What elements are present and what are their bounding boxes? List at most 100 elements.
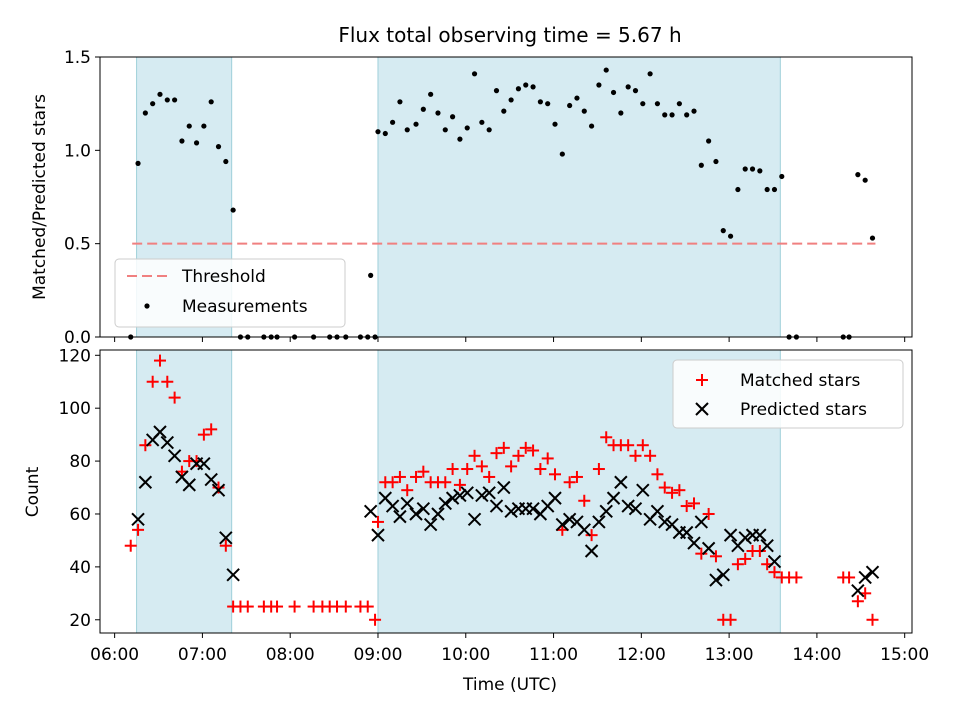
- matched-star-point: [490, 447, 503, 460]
- measurement-point: [727, 233, 734, 239]
- measurement-point: [698, 162, 704, 168]
- predicted-star-point: [467, 512, 482, 526]
- y-tick-label: 0.5: [64, 235, 91, 255]
- measurement-point: [208, 99, 214, 105]
- measurement-point: [603, 67, 609, 73]
- matched-legend-swatch: [696, 374, 708, 386]
- predicted-star-point: [475, 488, 489, 503]
- measurement-point: [223, 158, 229, 165]
- predicted-star-point: [767, 554, 782, 569]
- measurement-point: [530, 84, 536, 90]
- measurements-legend-label: Measurements: [182, 297, 308, 317]
- matched-star-point: [680, 500, 693, 513]
- predicted-star-point: [167, 449, 182, 463]
- predicted-star-point: [482, 486, 496, 500]
- matched-legend-label: Matched stars: [740, 371, 860, 391]
- matched-star-point: [410, 470, 423, 483]
- measurement-point: [515, 86, 522, 92]
- matched-star-point: [600, 431, 613, 444]
- measurement-point: [596, 82, 602, 88]
- matched-star-point: [585, 529, 598, 542]
- predicted-star-point: [153, 425, 167, 439]
- predicted-star-point: [592, 515, 606, 529]
- predicted-legend-label: Predicted stars: [740, 400, 867, 420]
- predicted-star-point: [182, 478, 196, 492]
- measurement-point: [397, 99, 403, 105]
- measurement-point: [735, 186, 741, 193]
- predicted-star-point: [548, 491, 562, 505]
- measurement-point: [230, 207, 236, 213]
- predicted-star-point: [400, 496, 414, 511]
- matched-star-point: [629, 449, 642, 462]
- predicted-star-point: [226, 568, 240, 582]
- predicted-star-point: [416, 501, 431, 516]
- matched-star-point: [417, 465, 430, 478]
- x-tick-label: 09:00: [353, 645, 402, 665]
- matched-star-point: [361, 600, 374, 613]
- predicted-star-point: [555, 517, 570, 532]
- measurement-point: [428, 91, 434, 97]
- matched-star-point: [651, 468, 664, 481]
- top-y-ticks: 0.0 0.5 1.0 1.5: [64, 48, 100, 348]
- matched-star-point: [497, 441, 510, 454]
- predicted-star-point: [851, 583, 865, 598]
- measurement-point: [862, 177, 868, 183]
- measurement-point: [545, 101, 551, 107]
- measurement-point: [749, 166, 756, 172]
- matched-star-point: [205, 423, 218, 436]
- matched-star-point: [724, 613, 737, 626]
- matched-star-point: [271, 600, 284, 613]
- predicted-star-point: [445, 491, 460, 505]
- measurement-point: [420, 106, 426, 112]
- measurement-point: [869, 235, 876, 241]
- measurement-point: [757, 168, 763, 174]
- matched-star-point: [843, 571, 856, 584]
- matched-star-point: [505, 460, 518, 473]
- predicted-star-point: [409, 507, 423, 521]
- measurement-point: [588, 123, 595, 129]
- matched-star-point: [570, 470, 583, 483]
- bottom-axes-frame: [99, 349, 913, 634]
- measurement-point: [771, 186, 778, 193]
- matched-star-point: [439, 476, 452, 489]
- measurement-point: [713, 158, 719, 165]
- measurement-point: [142, 110, 148, 116]
- x-tick-label: 07:00: [178, 645, 227, 665]
- measurement-point: [669, 112, 675, 118]
- predicted-star-point: [723, 528, 738, 542]
- x-tick-label: 10:00: [441, 645, 490, 665]
- predicted-star-point: [460, 486, 474, 500]
- predicted-star-point: [606, 491, 621, 505]
- matched-star-point: [197, 428, 210, 441]
- ratio-panel: 0.0 0.5 1.0 1.5 Flux total observing time =…: [30, 23, 913, 348]
- matched-star-point: [386, 476, 399, 489]
- measurement-point: [150, 101, 156, 107]
- predicted-star-point: [393, 509, 407, 524]
- predicted-star-point: [858, 570, 872, 585]
- matched-star-point: [866, 613, 879, 626]
- predicted-star-point: [363, 504, 378, 519]
- bottom-y-ticks: 20 40 60 80 100 120: [59, 346, 100, 631]
- matched-star-point: [563, 476, 576, 489]
- predicted-star-point: [614, 475, 628, 489]
- measurement-point: [215, 144, 222, 150]
- measurement-point: [574, 95, 580, 101]
- measurement-point: [581, 108, 587, 114]
- predicted-star-point: [489, 499, 504, 513]
- predicted-star-point: [716, 568, 730, 582]
- matched-star-point: [401, 484, 414, 497]
- matched-star-point: [153, 354, 166, 367]
- y-tick-label: 1.0: [64, 141, 91, 161]
- measurement-point: [493, 88, 500, 94]
- measurement-point: [523, 82, 529, 88]
- measurement-point: [186, 123, 192, 129]
- predicted-star-point: [584, 544, 599, 558]
- matched-star-point: [636, 439, 649, 452]
- matched-star-point: [339, 600, 352, 613]
- predicted-star-point: [658, 515, 672, 529]
- predicted-star-point: [160, 435, 175, 450]
- top-axes-frame: [99, 56, 913, 338]
- predicted-star-point: [504, 504, 518, 519]
- measurement-point: [413, 121, 419, 127]
